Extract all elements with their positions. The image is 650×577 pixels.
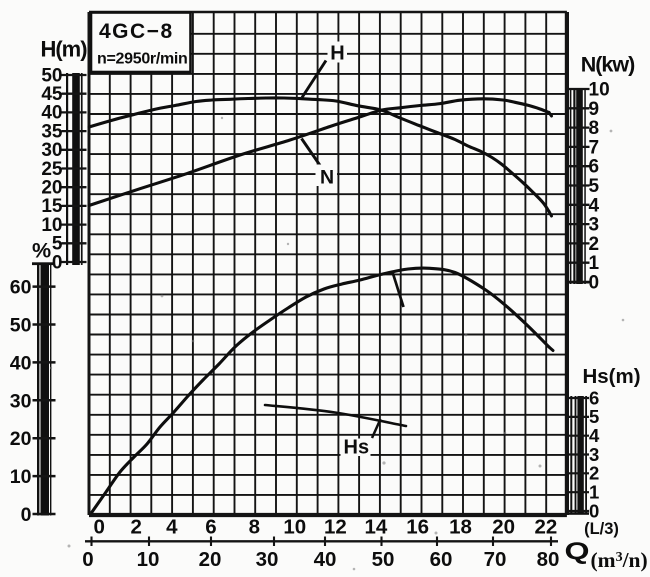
svg-text:5: 5 — [52, 234, 63, 255]
svg-text:30: 30 — [41, 140, 62, 161]
svg-text:10: 10 — [10, 466, 32, 488]
svg-text:6: 6 — [589, 387, 599, 408]
svg-text:4: 4 — [589, 425, 600, 446]
svg-text:Q: Q — [565, 538, 590, 565]
svg-text:70: 70 — [484, 548, 507, 571]
svg-text:0: 0 — [589, 500, 599, 521]
svg-text:0: 0 — [589, 273, 600, 294]
svg-text:10: 10 — [283, 516, 306, 539]
svg-text:18: 18 — [449, 516, 472, 539]
svg-text:40: 40 — [41, 103, 62, 124]
svg-text:50: 50 — [41, 65, 62, 86]
svg-text:16: 16 — [406, 516, 429, 539]
svg-text:10: 10 — [589, 80, 610, 101]
svg-text:6: 6 — [589, 157, 600, 178]
svg-text:1: 1 — [589, 481, 599, 502]
svg-text:12: 12 — [324, 516, 347, 539]
svg-text:1: 1 — [589, 253, 600, 274]
svg-text:0: 0 — [52, 252, 63, 273]
svg-text:40: 40 — [10, 352, 32, 374]
svg-text:N: N — [320, 167, 334, 189]
svg-text:2: 2 — [589, 234, 600, 255]
svg-text:20: 20 — [199, 548, 222, 571]
svg-text:4: 4 — [589, 195, 600, 216]
svg-text:2: 2 — [130, 516, 141, 539]
svg-text:9: 9 — [589, 99, 600, 120]
svg-text:35: 35 — [41, 121, 63, 142]
svg-text:Hs: Hs — [344, 437, 370, 459]
svg-text:14: 14 — [364, 516, 387, 539]
svg-text:2: 2 — [589, 463, 599, 484]
svg-text:0: 0 — [82, 548, 93, 571]
svg-text:8: 8 — [589, 118, 600, 139]
svg-text:0: 0 — [93, 516, 104, 539]
svg-text:80: 80 — [537, 548, 560, 571]
svg-text:3: 3 — [589, 215, 600, 236]
svg-text:Hs(m): Hs(m) — [582, 365, 640, 388]
svg-text:20: 20 — [41, 178, 62, 199]
svg-text:5: 5 — [589, 176, 600, 197]
svg-text:25: 25 — [41, 159, 63, 180]
svg-text:30: 30 — [256, 548, 279, 571]
svg-text:4: 4 — [166, 516, 178, 539]
svg-text:15: 15 — [41, 196, 63, 217]
svg-text:n=2950r/min: n=2950r/min — [97, 51, 188, 68]
svg-text:6: 6 — [205, 516, 216, 539]
svg-text:0: 0 — [21, 504, 32, 526]
svg-text:10: 10 — [41, 215, 62, 236]
svg-text:40: 40 — [314, 548, 337, 571]
svg-text:(L/3): (L/3) — [584, 520, 619, 538]
svg-text:%: % — [32, 239, 51, 263]
svg-text:7: 7 — [589, 137, 600, 158]
svg-text:45: 45 — [41, 84, 63, 105]
svg-text:N(kw): N(kw) — [581, 53, 635, 77]
svg-text:(m3/n): (m3/n) — [591, 548, 648, 572]
svg-text:5: 5 — [589, 406, 599, 427]
svg-text:3: 3 — [589, 444, 599, 465]
svg-text:10: 10 — [137, 548, 160, 571]
svg-text:4GC−8: 4GC−8 — [99, 20, 174, 43]
svg-text:8: 8 — [249, 516, 260, 539]
svg-text:H(m): H(m) — [40, 37, 87, 62]
svg-text:30: 30 — [10, 390, 32, 412]
svg-text:50: 50 — [10, 315, 32, 337]
svg-text:20: 20 — [492, 516, 515, 539]
svg-text:22: 22 — [534, 516, 557, 539]
svg-text:20: 20 — [10, 428, 32, 450]
svg-text:60: 60 — [430, 548, 453, 571]
svg-text:H: H — [330, 43, 344, 65]
svg-text:60: 60 — [10, 277, 32, 299]
svg-text:50: 50 — [372, 548, 395, 571]
